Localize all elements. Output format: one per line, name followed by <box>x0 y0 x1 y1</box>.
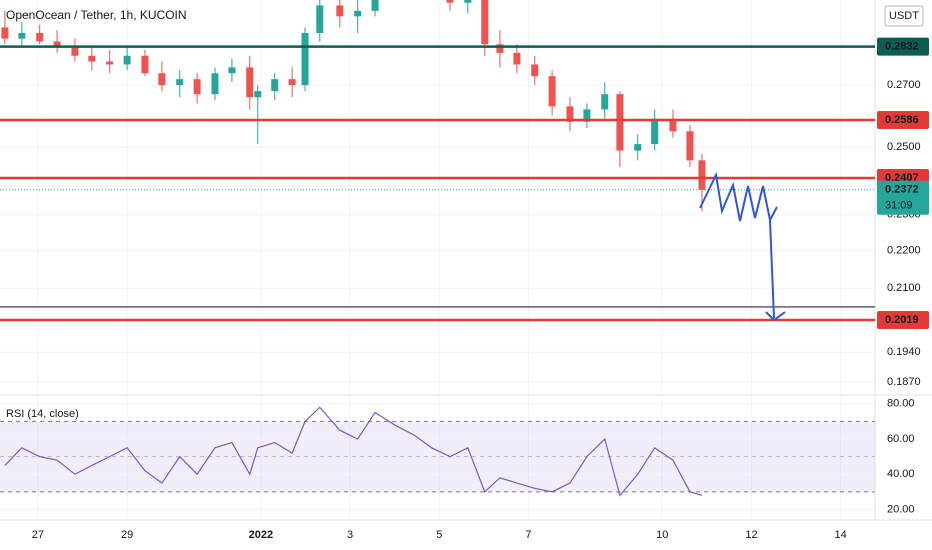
rsi-tick-label: 20.00 <box>887 503 915 515</box>
candle-body <box>106 61 114 65</box>
candle-body <box>1 27 9 39</box>
candle-body <box>548 76 556 107</box>
candle-body <box>141 55 149 74</box>
y-tick-label: 0.1870 <box>887 376 921 388</box>
candle-body <box>288 79 296 86</box>
price-label-box <box>877 310 929 329</box>
price-label: 0.2019 <box>885 314 919 326</box>
candle-body <box>193 79 201 95</box>
candle-body <box>669 118 677 132</box>
drawn-path <box>699 171 778 223</box>
currency-box[interactable] <box>884 5 924 27</box>
price-label-box <box>877 37 929 56</box>
candle-body <box>616 94 624 151</box>
candle-body <box>354 10 362 17</box>
x-tick-label: 29 <box>121 529 133 541</box>
candle-body <box>651 118 659 145</box>
candle-body <box>336 5 344 17</box>
price-label: 0.2586 <box>885 114 919 126</box>
y-tick-label: 0.2500 <box>887 141 921 153</box>
candle-body <box>371 0 379 11</box>
rsi-line <box>4 406 703 497</box>
x-tick-label: 3 <box>347 529 353 541</box>
x-tick-label: 2022 <box>249 529 273 541</box>
y-tick-label: 0.2700 <box>887 79 921 91</box>
x-tick-label: 14 <box>835 529 847 541</box>
candle-body <box>246 67 254 98</box>
candle-body <box>513 52 521 65</box>
plot <box>1 0 706 212</box>
current-price-box <box>877 180 929 215</box>
candle-body <box>316 5 324 33</box>
overlay: 272920223571012140.27000.25000.23000.220… <box>0 37 929 541</box>
candle-body <box>176 79 184 86</box>
x-tick-label: 7 <box>525 529 531 541</box>
candle-body <box>211 73 219 95</box>
rsi-tick-label: 60.00 <box>887 433 915 445</box>
candle-body <box>228 67 236 74</box>
candle-body <box>464 0 472 3</box>
candle-body <box>686 131 694 161</box>
candle-body <box>271 79 279 92</box>
rsi-tick-label: 80.00 <box>887 398 915 410</box>
candle-body <box>254 91 262 98</box>
x-tick-label: 12 <box>745 529 757 541</box>
candle-body <box>698 160 706 190</box>
candle-body <box>36 32 44 42</box>
chart-title: OpenOcean / Tether, 1h, KUCOIN <box>6 8 187 22</box>
currency: USDT <box>889 10 919 22</box>
y-tick-label: 0.2100 <box>887 282 921 294</box>
price-label: 0.2832 <box>885 40 919 52</box>
candle-body <box>566 106 574 122</box>
candle-body <box>158 73 166 86</box>
candle-body <box>123 55 131 65</box>
countdown: 31:09 <box>885 200 913 212</box>
candle-body <box>496 44 504 53</box>
y-tick-label: 0.1940 <box>887 346 921 358</box>
x-tick-label: 5 <box>436 529 442 541</box>
candle-body <box>71 47 79 56</box>
candle-body <box>531 64 539 77</box>
drawn-arrow <box>769 219 775 319</box>
candle-body <box>583 109 591 122</box>
candle-body <box>481 0 489 45</box>
candle-body <box>301 32 309 86</box>
candle-body <box>601 94 609 110</box>
candle-body <box>88 55 96 62</box>
candle-body <box>18 32 26 39</box>
rsi-tick-label: 40.00 <box>887 468 915 480</box>
price-label-box <box>877 110 929 129</box>
grid <box>0 0 875 520</box>
arrow-head <box>765 311 786 322</box>
current-price-label: 0.2372 <box>885 184 919 196</box>
x-tick-label: 10 <box>656 529 668 541</box>
y-tick-label: 0.2200 <box>887 245 921 257</box>
candle-body <box>53 41 61 48</box>
candle-body <box>446 0 454 3</box>
x-tick-label: 27 <box>32 529 44 541</box>
candle-body <box>634 144 642 151</box>
rsi-title: RSI (14, close) <box>6 408 79 420</box>
